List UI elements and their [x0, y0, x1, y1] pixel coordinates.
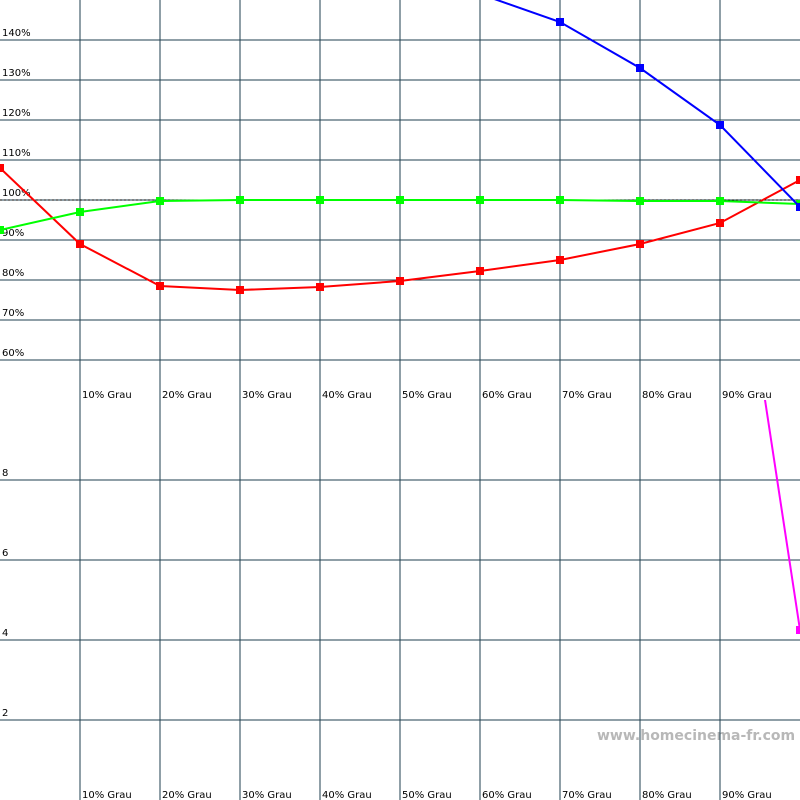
- x-tick-label: 50% Grau: [402, 790, 452, 800]
- data-point: [236, 286, 244, 294]
- data-point: [796, 176, 800, 184]
- x-tick-label: 20% Grau: [162, 390, 212, 401]
- y-tick-label: 90%: [2, 228, 24, 239]
- x-tick-label: 30% Grau: [242, 790, 292, 800]
- y-tick-label: 8: [2, 468, 8, 479]
- data-point: [0, 226, 4, 234]
- y-tick-label: 80%: [2, 268, 24, 279]
- y-tick-label: 70%: [2, 308, 24, 319]
- y-tick-label: 140%: [2, 28, 31, 39]
- data-point: [156, 197, 164, 205]
- data-point: [76, 208, 84, 216]
- data-point: [476, 267, 484, 275]
- data-point: [316, 283, 324, 291]
- data-point: [556, 18, 564, 26]
- y-tick-label: 4: [2, 628, 8, 639]
- data-point: [0, 164, 4, 172]
- x-tick-label: 70% Grau: [562, 390, 612, 401]
- data-point: [396, 196, 404, 204]
- x-tick-label: 90% Grau: [722, 390, 772, 401]
- plot-area: [0, 0, 800, 294]
- y-tick-label: 2: [2, 708, 8, 719]
- data-point: [716, 121, 724, 129]
- x-tick-label: 40% Grau: [322, 390, 372, 401]
- data-point: [636, 240, 644, 248]
- y-tick-label: 6: [2, 548, 8, 559]
- y-tick-label: 60%: [2, 348, 24, 359]
- x-tick-label: 40% Grau: [322, 790, 372, 800]
- x-tick-label: 50% Grau: [402, 390, 452, 401]
- x-tick-label: 60% Grau: [482, 390, 532, 401]
- x-tick-label: 10% Grau: [82, 390, 132, 401]
- x-tick-label: 20% Grau: [162, 790, 212, 800]
- x-tick-label: 80% Grau: [642, 390, 692, 401]
- x-tick-label: 30% Grau: [242, 390, 292, 401]
- data-point: [636, 64, 644, 72]
- data-point: [796, 203, 800, 211]
- data-point: [476, 196, 484, 204]
- x-tick-label: 10% Grau: [82, 790, 132, 800]
- panel: 60% 70% 80% 90% 100% 110% 120% 130% 140% 10% Grau…: [0, 0, 800, 401]
- data-point: [716, 197, 724, 205]
- watermark: www.homecinema-fr.com: [597, 728, 795, 744]
- data-point: [236, 196, 244, 204]
- plot-area: [764, 400, 800, 634]
- data-point: [76, 240, 84, 248]
- y-tick-label: 100%: [2, 188, 31, 199]
- data-point: [396, 277, 404, 285]
- series-line: [764, 400, 800, 631]
- y-tick-label: 120%: [2, 108, 31, 119]
- data-point: [556, 256, 564, 264]
- data-point: [556, 196, 564, 204]
- panel: 2 4 6 8 10% Grau 20% Grau 30% Grau 40% Grau 50% …: [0, 400, 800, 800]
- x-tick-label: 70% Grau: [562, 790, 612, 800]
- data-point: [156, 282, 164, 290]
- data-point: [316, 196, 324, 204]
- y-tick-label: 130%: [2, 68, 31, 79]
- x-tick-label: 60% Grau: [482, 790, 532, 800]
- data-point: [716, 219, 724, 227]
- data-point: [636, 197, 644, 205]
- data-point: [796, 626, 800, 634]
- y-tick-label: 110%: [2, 148, 31, 159]
- x-tick-label: 90% Grau: [722, 790, 772, 800]
- x-tick-label: 80% Grau: [642, 790, 692, 800]
